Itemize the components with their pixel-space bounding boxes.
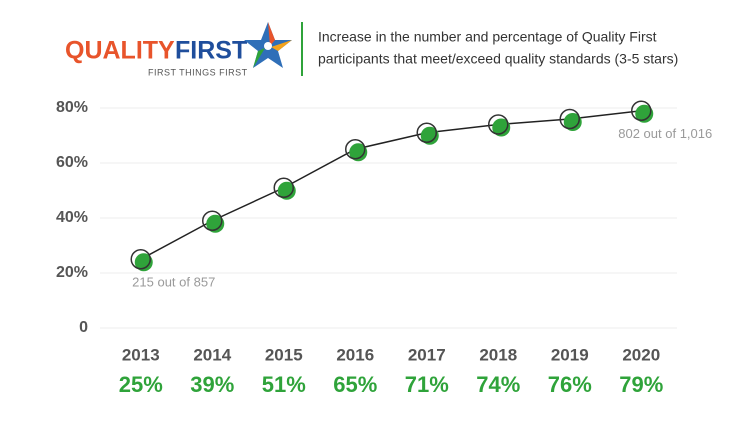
value-label: 79% bbox=[619, 372, 663, 397]
chart-title: participants that meet/exceed quality st… bbox=[318, 51, 678, 67]
marker-shadow bbox=[206, 214, 225, 233]
logo-tagline: FIRST THINGS FIRST bbox=[148, 67, 248, 77]
marker-shadow bbox=[420, 126, 439, 145]
y-tick-label: 60% bbox=[56, 154, 88, 171]
marker bbox=[488, 114, 511, 137]
logo-star bbox=[244, 22, 292, 68]
marker-ring bbox=[273, 177, 294, 198]
x-tick-label: 2014 bbox=[193, 345, 231, 364]
value-label: 71% bbox=[405, 372, 449, 397]
x-tick-label: 2017 bbox=[408, 345, 446, 364]
chart-title: Increase in the number and percentage of… bbox=[318, 29, 657, 45]
marker-shadow bbox=[563, 113, 582, 131]
x-tick-label: 2013 bbox=[122, 345, 160, 364]
marker-shadow bbox=[134, 253, 153, 272]
marker-ring bbox=[345, 139, 366, 160]
marker-ring bbox=[202, 210, 223, 231]
value-label: 76% bbox=[548, 372, 592, 397]
marker-ring bbox=[488, 114, 509, 135]
marker-shadow bbox=[492, 118, 511, 137]
logo-word: FIRST bbox=[175, 37, 247, 65]
marker bbox=[202, 210, 225, 233]
annotation: 802 out of 1,016 bbox=[618, 126, 712, 141]
marker-shadow bbox=[349, 143, 368, 162]
x-tick-label: 2018 bbox=[479, 345, 517, 364]
marker bbox=[130, 249, 153, 272]
marker bbox=[273, 177, 296, 200]
marker bbox=[345, 139, 368, 162]
value-label: 51% bbox=[262, 372, 306, 397]
value-label: 39% bbox=[190, 372, 234, 397]
x-tick-label: 2016 bbox=[336, 345, 374, 364]
marker bbox=[559, 108, 582, 131]
marker-ring bbox=[631, 100, 652, 121]
y-tick-label: 40% bbox=[56, 209, 88, 226]
x-tick-label: 2015 bbox=[265, 345, 303, 364]
value-label: 65% bbox=[333, 372, 377, 397]
logo-word: QUALITY bbox=[65, 37, 175, 65]
marker bbox=[631, 100, 654, 123]
y-tick-label: 80% bbox=[56, 99, 88, 116]
annotation: 215 out of 857 bbox=[132, 275, 215, 290]
marker-ring bbox=[416, 122, 437, 143]
line bbox=[140, 110, 642, 260]
marker-ring bbox=[559, 108, 580, 130]
marker bbox=[416, 122, 439, 145]
x-tick-label: 2019 bbox=[551, 345, 589, 364]
x-tick-label: 2020 bbox=[622, 345, 660, 364]
marker-shadow bbox=[635, 104, 654, 123]
value-label: 25% bbox=[119, 372, 163, 397]
y-tick-label: 0 bbox=[79, 319, 88, 336]
marker-shadow bbox=[277, 181, 296, 200]
y-tick-label: 20% bbox=[56, 264, 88, 281]
value-label: 74% bbox=[476, 372, 520, 397]
marker-ring bbox=[130, 249, 151, 270]
